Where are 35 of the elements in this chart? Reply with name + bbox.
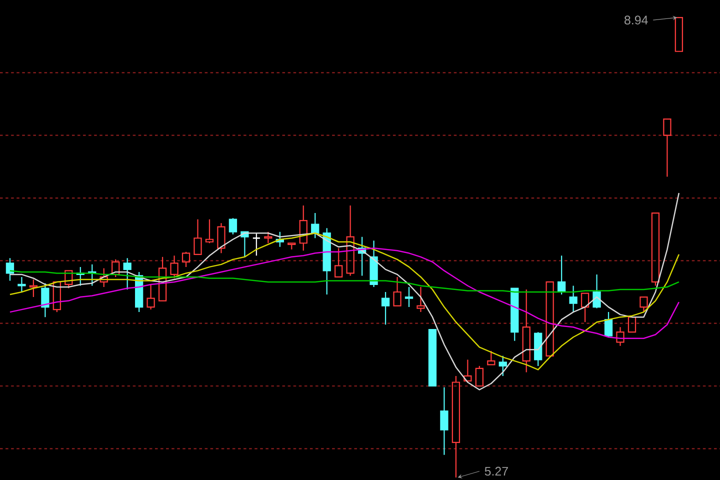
candlestick (464, 359, 472, 382)
candlestick (640, 296, 648, 313)
candlestick (146, 284, 155, 310)
candlestick (487, 350, 496, 366)
candlestick (381, 291, 390, 326)
candlestick (158, 256, 167, 302)
candlestick (311, 212, 320, 239)
candlestick (498, 355, 507, 377)
candlestick (346, 204, 354, 276)
candlestick (440, 386, 448, 456)
candlestick (393, 276, 402, 306)
candlestick (299, 204, 308, 252)
candlestick (416, 286, 425, 313)
candlestick (6, 258, 14, 282)
candlestick (170, 255, 178, 279)
candlestick (404, 286, 414, 308)
candlestick (334, 248, 343, 278)
candlestick (663, 118, 672, 178)
candlestick (41, 282, 50, 318)
candlestick (205, 218, 214, 244)
candlestick (217, 222, 226, 254)
candlestick (18, 276, 26, 293)
candlestick (592, 274, 601, 309)
candlestick (569, 285, 578, 313)
annotation: 5.27 (484, 466, 508, 476)
candlestick (616, 326, 624, 346)
candlestick (252, 232, 261, 256)
candlestick (522, 288, 530, 373)
candlestick (29, 278, 38, 298)
candlestick (194, 218, 202, 255)
candlestick (100, 268, 108, 288)
annotation: 8.94 (624, 16, 648, 24)
candlestick (123, 258, 132, 290)
candlestick (580, 292, 590, 323)
candlestick (264, 231, 272, 244)
